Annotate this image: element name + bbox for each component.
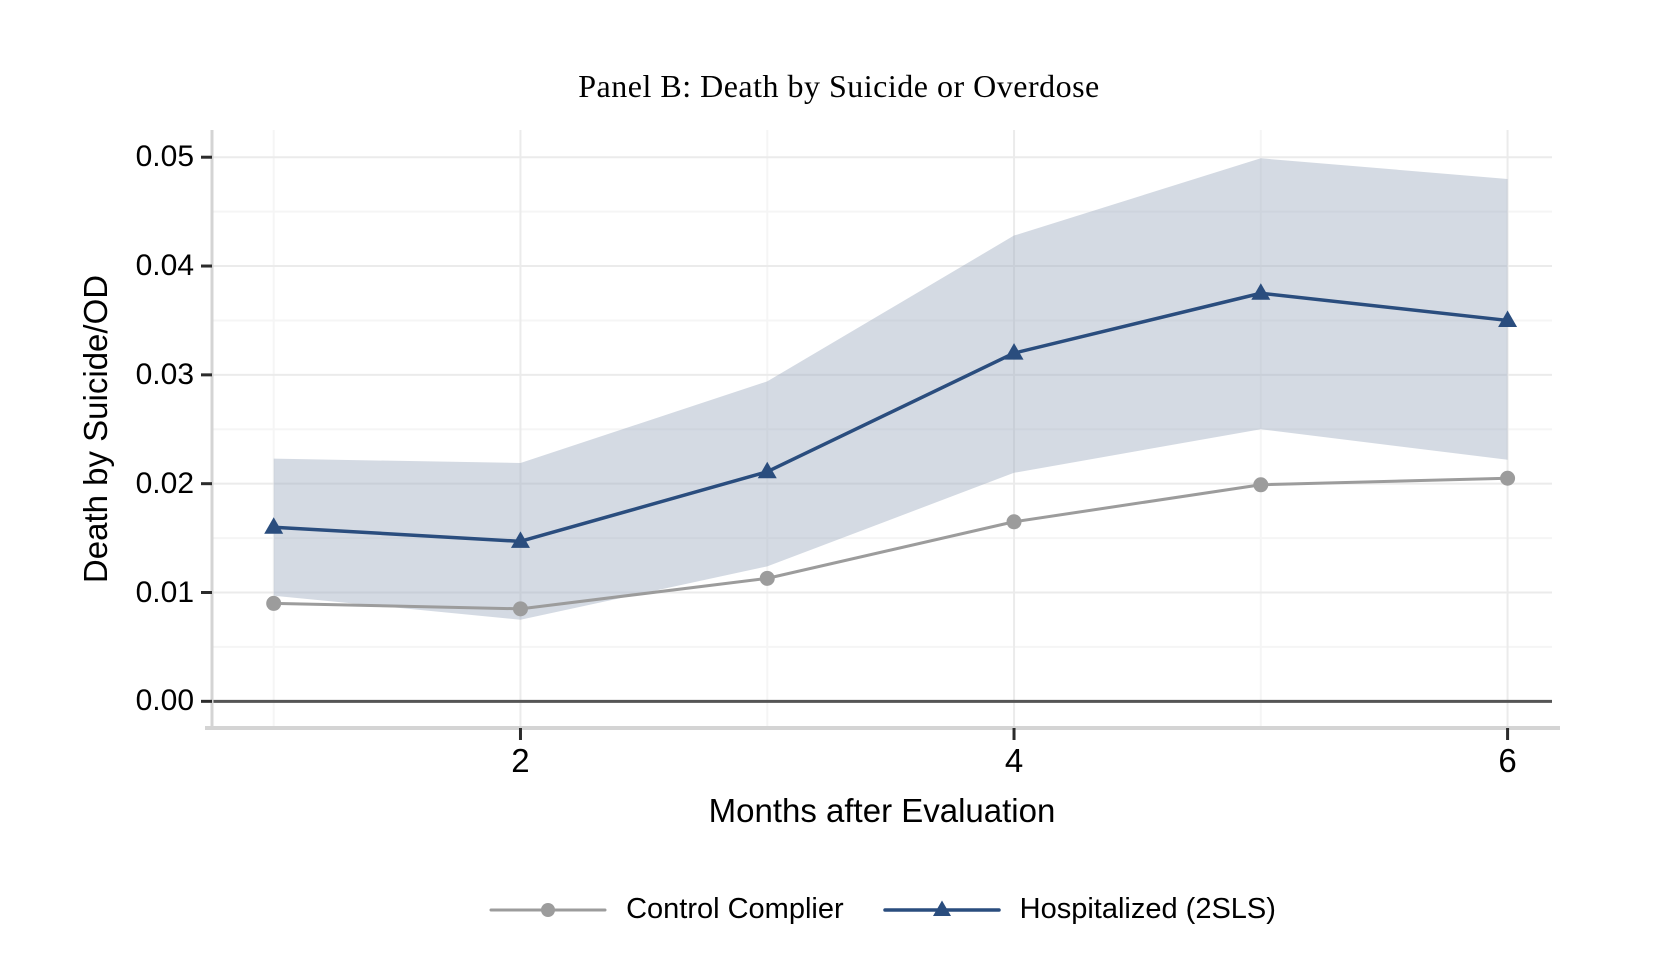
triangle-marker [264,517,284,534]
triangle-marker [1498,310,1518,327]
hospitalized-line [271,291,1510,544]
triangle-marker [757,461,777,479]
triangle-marker-glyph [882,900,1001,916]
y-tick-label: 0.05 [135,140,194,174]
y-tick-label: 0.04 [135,249,194,283]
chart-title: Panel B: Death by Suicide or Overdose [578,68,1100,104]
x-tick-label: 2 [511,742,530,779]
legend-label-control: Control Complier [626,893,844,925]
triangle-marker [1251,283,1271,300]
x-tick-label: 4 [1004,742,1024,779]
x-axis-title: Months after Evaluation [708,792,1056,829]
circle-marker [1253,477,1269,493]
legend-label-hospitalized: Hospitalized (2SLS) [1019,893,1276,925]
control-line [272,476,1510,611]
circle-marker [266,595,282,611]
triangle-marker [1004,343,1024,360]
legend-circle-marker [541,902,556,917]
legend-item-control: Control Complier [488,893,844,926]
circle-marker-glyph [489,902,607,917]
legend: Control Complier Hospitalized (2SLS) [212,893,1552,926]
circle-marker [512,601,528,617]
confidence-band [273,158,1508,620]
circle-marker [759,570,775,586]
legend-item-hospitalized: Hospitalized (2SLS) [882,893,1276,926]
y-tick-label: 0.01 [135,575,194,609]
triangle-marker [510,531,530,548]
x-tick-label: 6 [1498,742,1517,779]
circle-marker [1006,514,1022,530]
legend-triangle-marker [932,900,951,916]
y-tick-label: 0.02 [135,466,194,500]
y-tick-label: 0.00 [135,684,194,718]
y-tick-label: 0.03 [135,357,194,391]
circle-marker [1500,470,1516,486]
